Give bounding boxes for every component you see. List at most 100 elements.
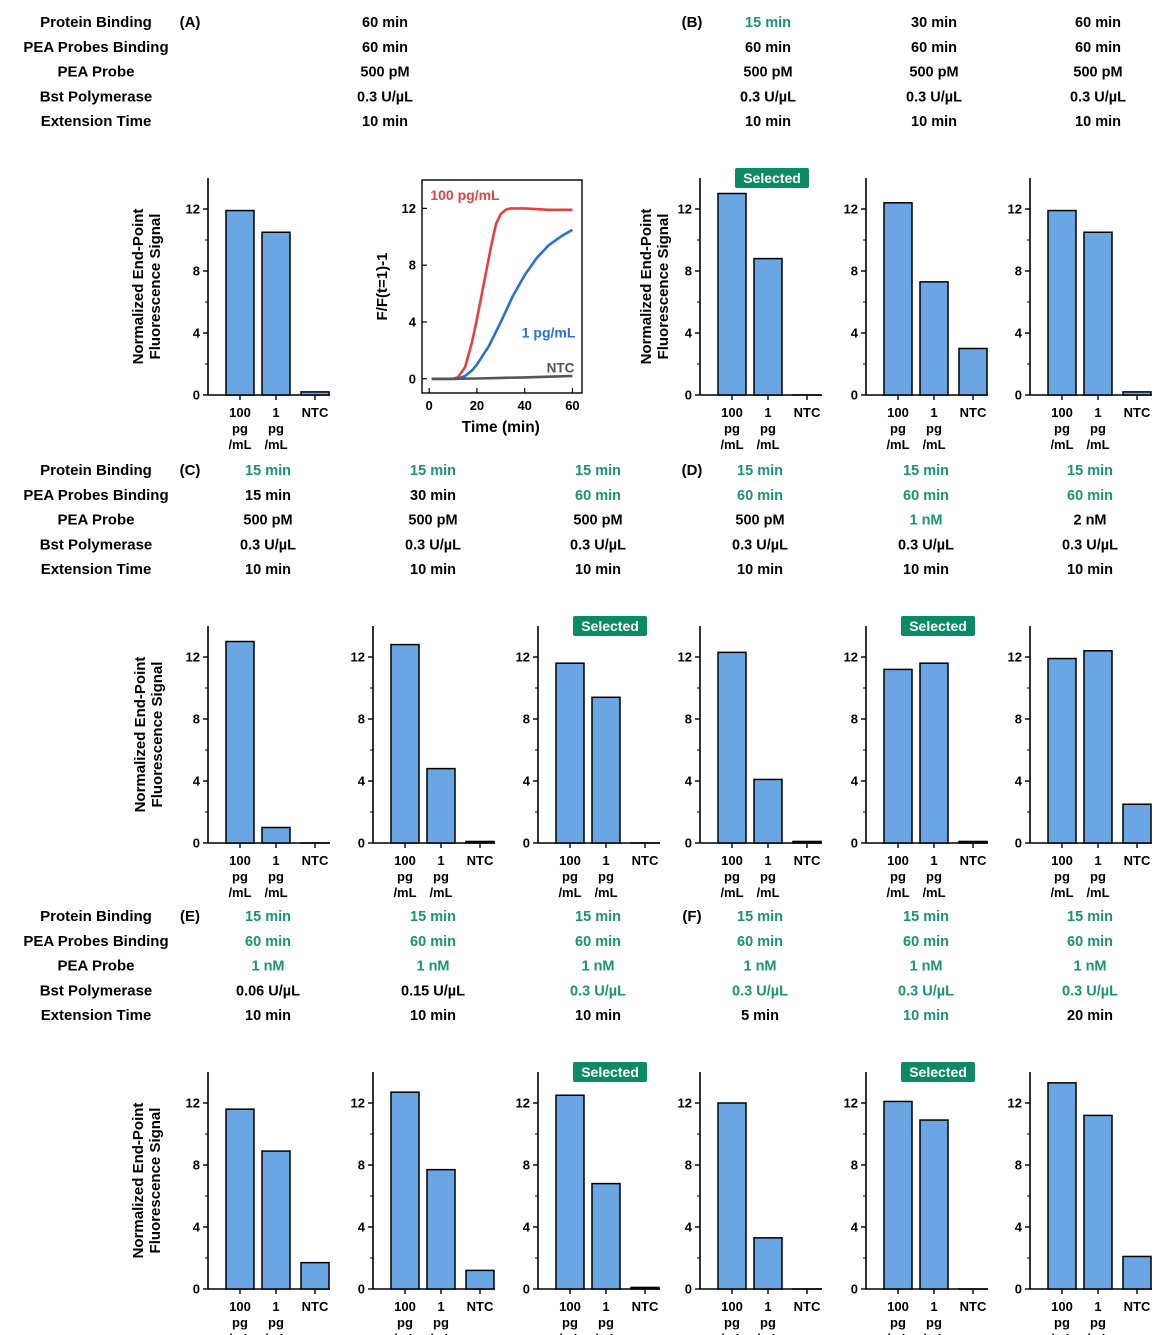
panel-b-bar-1-x-tick-label: pg xyxy=(926,421,942,436)
panel-1-condition: 0.3 U/µL xyxy=(898,537,954,553)
bar-chart-1-4-x-tick-label: /mL xyxy=(922,885,945,900)
y-axis-title: Normalized End-Point Fluorescence Signal xyxy=(130,209,164,365)
y-axis-title-line: Fluorescence Signal xyxy=(149,662,166,808)
panel-0-condition: 10 min xyxy=(575,1008,621,1024)
selected-badge-label: Selected xyxy=(743,170,801,186)
bar-chart-1-3-x-tick-label: /mL xyxy=(720,885,743,900)
panel-b-condition: 10 min xyxy=(911,114,957,130)
panel-1-condition: 15 min xyxy=(737,463,783,479)
panel-b-condition: 500 pM xyxy=(743,65,792,81)
line-series-2 xyxy=(431,374,573,381)
bar-chart-1-1-x-tick-label: /mL xyxy=(393,885,416,900)
selected-badge-label: Selected xyxy=(909,1064,967,1080)
panel-b-bar-2-x-tick-label: /mL xyxy=(1086,437,1109,452)
bar-chart-1-2-x-tick-label: 100 xyxy=(559,853,581,868)
bar-chart-1-2-x-tick-label: 1 xyxy=(602,853,609,868)
panel-b-bar-2-y-tick-label: 4 xyxy=(1015,326,1023,341)
bar-chart-1-4-x-tick-label: 1 xyxy=(930,853,937,868)
bar-chart-2-1-y-tick-label: 12 xyxy=(351,1096,365,1111)
panel-0-condition: 10 min xyxy=(245,562,291,578)
bar-chart-1-3-x-tick-label: pg xyxy=(724,869,740,884)
bar-chart-1-5-y-tick-label: 12 xyxy=(1008,650,1022,665)
bar-chart-2-4-y-tick-label: 4 xyxy=(851,1220,859,1235)
panel-a-bar-x-tick-label: NTC xyxy=(302,405,329,420)
line-chart-x-tick-label: 40 xyxy=(517,398,531,413)
bar-chart-1-5-y-tick-label: 8 xyxy=(1015,712,1022,727)
panel-0-condition: 60 min xyxy=(410,934,456,950)
panel-b-bar-1-y-tick-label: 4 xyxy=(851,326,859,341)
row-label: Protein Binding xyxy=(40,462,152,479)
panel-0-condition: 500 pM xyxy=(408,513,457,529)
row-label: PEA Probe xyxy=(58,64,135,81)
bar-chart-1-4-bar-1 xyxy=(919,662,949,844)
panel-1-condition: 1 nM xyxy=(1073,959,1106,975)
bar-chart-2-0-y-tick-label: 0 xyxy=(193,1282,200,1297)
bar-chart-1-2-y-tick-label: 12 xyxy=(516,650,530,665)
bar-chart-2-0-x-tick-label: 1 xyxy=(272,1299,279,1314)
panel-1-condition: 10 min xyxy=(903,562,949,578)
y-axis-title: Normalized End-Point Fluorescence Signal xyxy=(130,1103,164,1259)
bar-chart-2-3-bar-1 xyxy=(753,1237,783,1290)
panel-0-condition: 60 min xyxy=(575,934,621,950)
bar-chart-1-3-x-tick-label: 100 xyxy=(721,853,743,868)
panel-0-condition: 60 min xyxy=(575,488,621,504)
panel-b-condition: 10 min xyxy=(745,114,791,130)
row-label: PEA Probes Binding xyxy=(23,933,168,950)
panel-b-condition: 0.3 U/µL xyxy=(740,89,796,105)
panel-a-bar-y-tick-label: 12 xyxy=(186,202,200,217)
bar-chart-2-4-x-tick-label: /mL xyxy=(922,1331,945,1335)
panel-b-bar-2-x-tick-label: /mL xyxy=(1050,437,1073,452)
selected-badge-label: Selected xyxy=(909,618,967,634)
bar-chart-2-2-x-tick-label: 1 xyxy=(602,1299,609,1314)
bar-chart-2-2-y-tick-label: 0 xyxy=(523,1282,530,1297)
bar-chart-2-4-x-tick-label: /mL xyxy=(886,1331,909,1335)
bar-chart-2-4-y-tick-label: 12 xyxy=(844,1096,858,1111)
bar-chart-2-4-x-tick-label: 100 xyxy=(887,1299,909,1314)
bar-chart-1-1-y-tick-label: 8 xyxy=(358,712,365,727)
panel-a-condition: 10 min xyxy=(362,114,408,130)
bar-chart-2-5-bar-2 xyxy=(1122,1255,1152,1290)
bar-chart-1-2-x-tick-label: pg xyxy=(562,869,578,884)
bar-chart-1-0-x-tick-label: NTC xyxy=(302,853,329,868)
bar-chart-1-3-x-tick-label: NTC xyxy=(794,853,821,868)
panel-b-bar-1-x-tick-label: /mL xyxy=(886,437,909,452)
panel-0-condition: 0.06 U/µL xyxy=(236,983,300,999)
panel-a-condition: 500 pM xyxy=(360,65,409,81)
selected-badge xyxy=(573,1062,647,1082)
bar-chart-2-2-bar-0 xyxy=(555,1094,585,1290)
bar-chart-1-4-y-tick-label: 12 xyxy=(844,650,858,665)
bar-chart-2-3-x-tick-label: 100 xyxy=(721,1299,743,1314)
bar-chart-1-0-x-tick-label: /mL xyxy=(228,885,251,900)
line-chart-y-tick-label: 8 xyxy=(409,258,416,273)
bar-chart-2-5-y-tick-label: 12 xyxy=(1008,1096,1022,1111)
bar-chart-1-0-x-tick-label: 100 xyxy=(229,853,251,868)
panel-0-condition: 1 nM xyxy=(581,959,614,975)
panel-1-condition: 60 min xyxy=(737,934,783,950)
series-label-1: 1 pg/mL xyxy=(522,325,576,341)
bar-chart-1-5-x-tick-label: NTC xyxy=(1124,853,1151,868)
panel-b-condition: 30 min xyxy=(911,15,957,31)
panel-1-condition: 15 min xyxy=(903,463,949,479)
bar-chart-1-4-x-tick-label: pg xyxy=(926,869,942,884)
bar-chart-2-3-x-tick-label: pg xyxy=(724,1315,740,1330)
bar-chart-2-0-y-tick-label: 8 xyxy=(193,1158,200,1173)
panel-b-bar-0-y-tick-label: 0 xyxy=(685,388,692,403)
panel-1-condition: 1 nM xyxy=(909,513,942,529)
selected-badge-label: Selected xyxy=(581,618,639,634)
bar-chart-2-2-x-tick-label: 100 xyxy=(559,1299,581,1314)
bar-chart-1-5-x-tick-label: 100 xyxy=(1051,853,1073,868)
panel-a-bar-bar-2 xyxy=(300,391,330,396)
bar-chart-1-5-x-tick-label: pg xyxy=(1090,869,1106,884)
bar-chart-2-1-x-tick-label: pg xyxy=(397,1315,413,1330)
bar-chart-2-4-bar-0 xyxy=(883,1100,913,1290)
panel-1-condition: 20 min xyxy=(1067,1008,1113,1024)
bar-chart-2-1-x-tick-label: pg xyxy=(433,1315,449,1330)
panel-b-bar-1-x-tick-label: /mL xyxy=(922,437,945,452)
bar-chart-1-1-y-tick-label: 0 xyxy=(358,836,365,851)
bar-chart-2-2-x-tick-label: /mL xyxy=(558,1331,581,1335)
bar-chart-2-1-bar-2 xyxy=(465,1269,495,1290)
panel-a-bar-x-tick-label: /mL xyxy=(264,437,287,452)
panel-0-condition: 10 min xyxy=(410,1008,456,1024)
panel-a-bar-x-tick-label: 100 xyxy=(229,405,251,420)
